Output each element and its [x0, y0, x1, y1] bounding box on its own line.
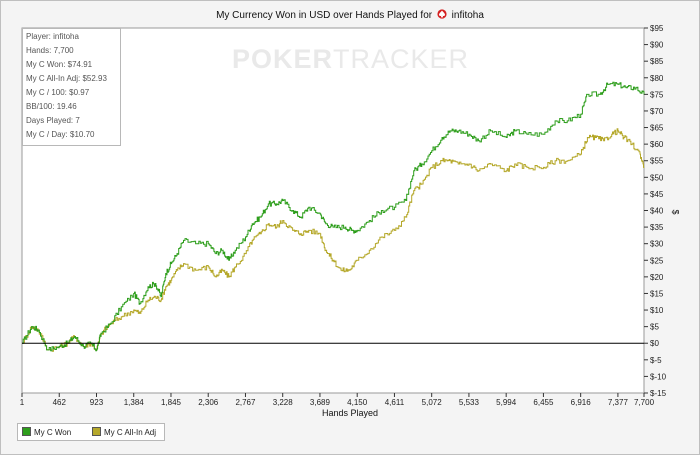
x-tick-label: 1,845 — [161, 398, 182, 407]
stats-line: Hands: 7,700 — [26, 46, 74, 55]
legend-label-allin: My C All-In Adj — [104, 428, 157, 437]
y-tick-label: $-15 — [650, 389, 667, 398]
watermark-bold: POKER — [232, 44, 334, 74]
y-tick-label: $65 — [650, 124, 664, 133]
y-tick-label: $55 — [650, 157, 664, 166]
y-tick-label: $85 — [650, 57, 664, 66]
y-tick-label: $50 — [650, 173, 664, 182]
x-tick-label: 3,689 — [310, 398, 331, 407]
y-tick-label: $5 — [650, 323, 659, 332]
stats-line: Player: infitoha — [26, 32, 79, 41]
y-tick-label: $60 — [650, 140, 664, 149]
x-tick-label: 7,700 — [634, 398, 655, 407]
y-tick-label: $-10 — [650, 372, 667, 381]
stats-line: My C Won: $74.91 — [26, 60, 93, 69]
watermark-logo: POKERTRACKER — [232, 44, 469, 75]
y-tick-label: $95 — [650, 24, 664, 33]
x-axis-title: Hands Played — [321, 408, 379, 418]
legend-item-allin[interactable]: My C All-In Adj — [92, 427, 156, 437]
stats-line: Days Played: 7 — [26, 116, 80, 125]
y-tick-label: $35 — [650, 223, 664, 232]
stats-line: BB/100: 19.46 — [26, 102, 77, 111]
stats-line: My C / 100: $0.97 — [26, 88, 90, 97]
y-tick-label: $80 — [650, 74, 664, 83]
y-tick-label: $25 — [650, 256, 664, 265]
series-line-allin — [22, 128, 645, 352]
y-tick-label: $70 — [650, 107, 664, 116]
y-tick-label: $30 — [650, 240, 664, 249]
y-axis-title: $ — [670, 209, 681, 215]
x-tick-label: 2,767 — [235, 398, 256, 407]
series-line-won — [22, 81, 645, 352]
series-lines — [22, 81, 645, 352]
x-tick-label: 2,306 — [198, 398, 219, 407]
chart-legend: My C Won My C All-In Adj — [17, 423, 165, 441]
y-tick-label: $20 — [650, 273, 664, 282]
x-tick-label: 1 — [20, 398, 25, 407]
axis-ticks: $-15 $-10 $-5 $0 $5 $10 $15 $20 $25 $30 $35 $40 $45 $… — [20, 24, 667, 407]
y-tick-label: $45 — [650, 190, 664, 199]
chart-title-text: My Currency Won in USD over Hands Played… — [216, 10, 433, 21]
plot-area — [21, 27, 645, 394]
watermark-thin: TRACKER — [333, 44, 470, 74]
y-tick-label: $90 — [650, 41, 664, 50]
x-tick-label: 5,533 — [459, 398, 480, 407]
x-tick-label: 4,150 — [347, 398, 368, 407]
chart-title-player: infitoha — [451, 10, 484, 21]
legend-label-won: My C Won — [34, 428, 72, 437]
y-tick-label: $75 — [650, 90, 664, 99]
stats-line: My C / Day: $10.70 — [26, 130, 95, 139]
stats-line: My C All-In Adj: $52.93 — [26, 74, 107, 83]
y-tick-label: $15 — [650, 289, 664, 298]
poker-spade-icon — [437, 9, 447, 19]
y-tick-label: $10 — [650, 306, 664, 315]
x-tick-label: 5,072 — [422, 398, 443, 407]
x-tick-label: 7,377 — [608, 398, 629, 407]
x-tick-label: 1,384 — [124, 398, 145, 407]
x-tick-label: 4,611 — [385, 398, 405, 407]
y-tick-label: $0 — [650, 339, 659, 348]
legend-swatch-won — [22, 427, 31, 436]
x-tick-label: 5,994 — [496, 398, 517, 407]
y-tick-label: $40 — [650, 207, 664, 216]
legend-swatch-allin — [92, 427, 101, 436]
x-tick-label: 462 — [53, 398, 67, 407]
x-tick-label: 6,455 — [533, 398, 554, 407]
legend-item-won[interactable]: My C Won — [22, 427, 71, 437]
x-tick-label: 923 — [90, 398, 104, 407]
stats-box: Player: infitoha Hands: 7,700 My C Won: $7… — [22, 28, 121, 146]
chart-title: My Currency Won in USD over Hands Played… — [0, 9, 700, 21]
x-tick-label: 3,228 — [273, 398, 294, 407]
x-tick-label: 6,916 — [571, 398, 592, 407]
y-tick-label: $-5 — [650, 356, 662, 365]
